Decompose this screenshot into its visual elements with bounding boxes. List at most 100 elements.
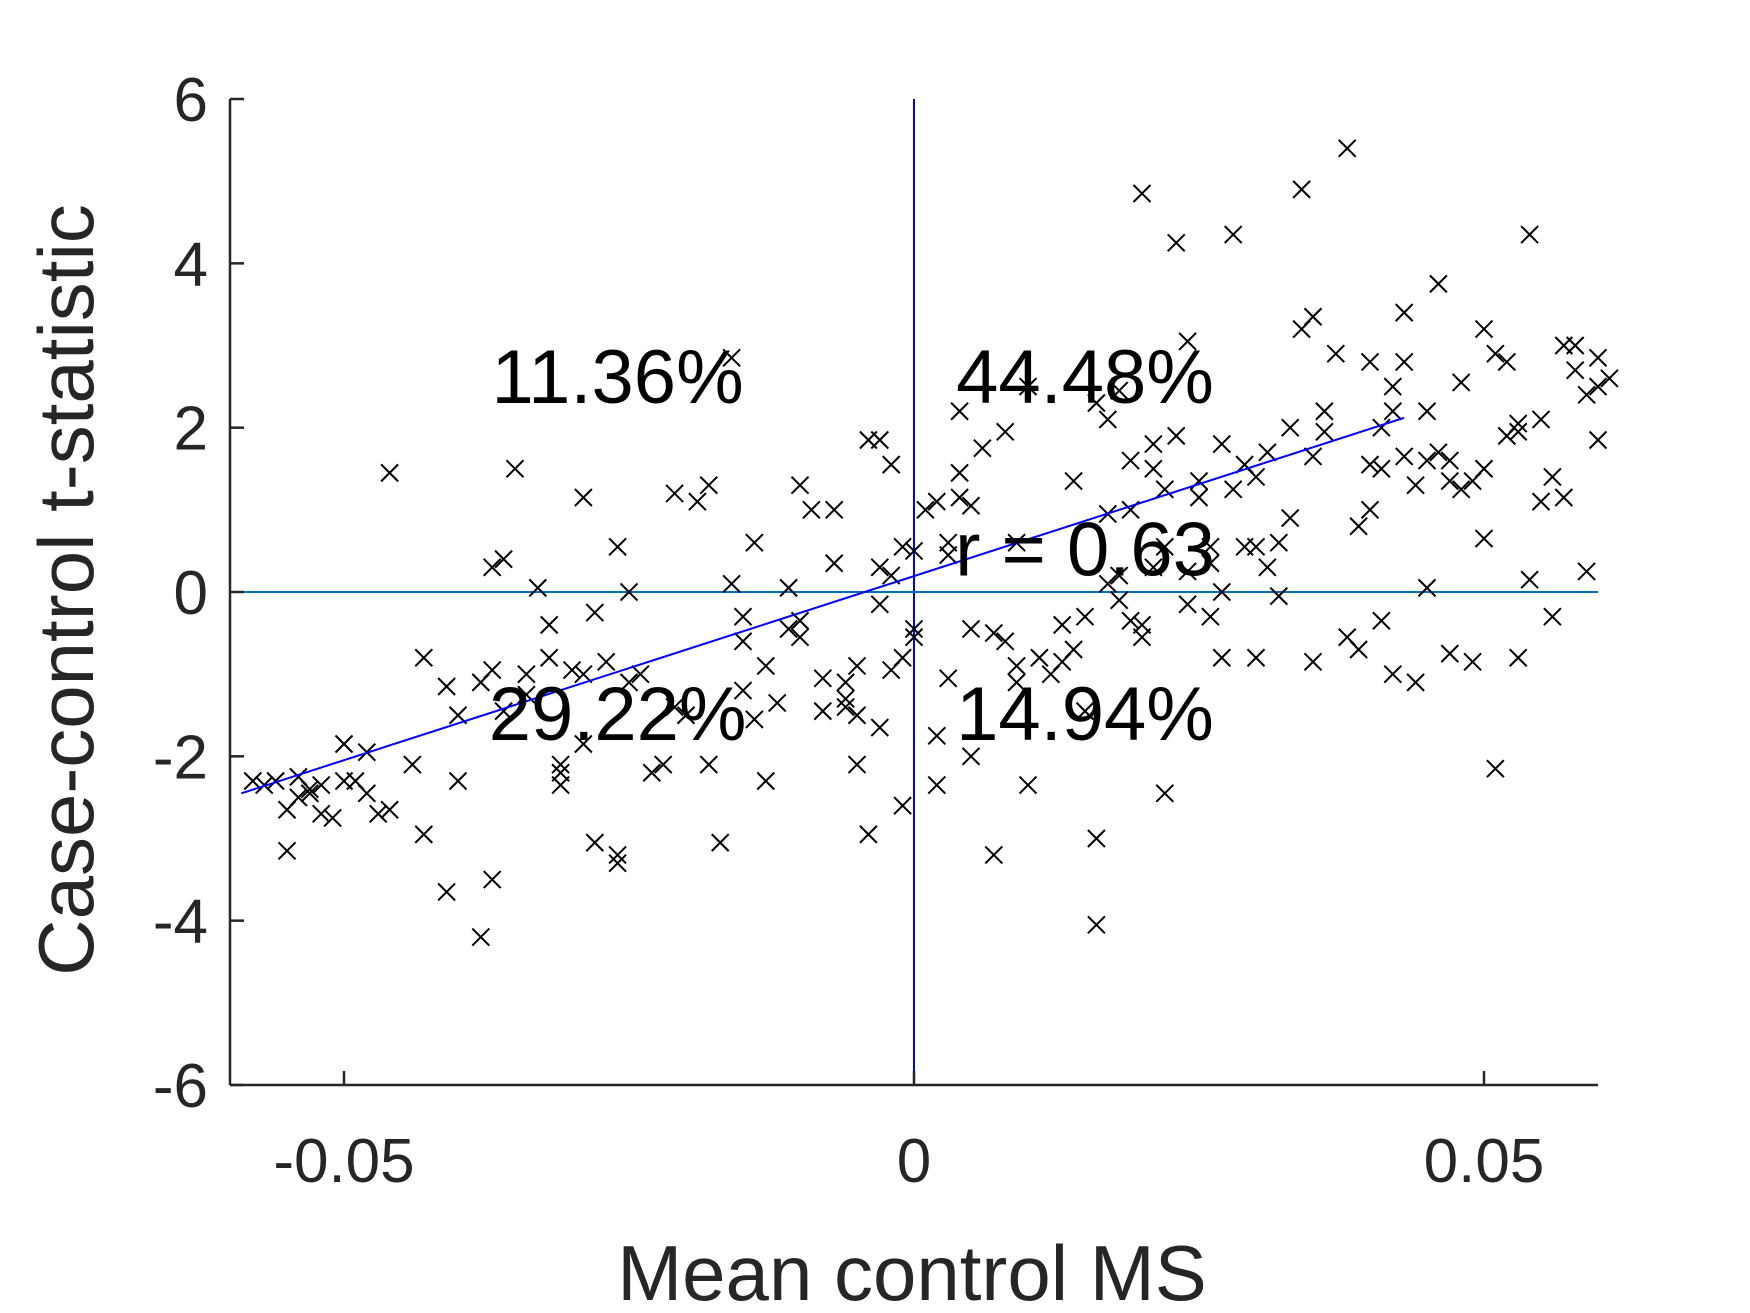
data-point bbox=[1064, 471, 1083, 491]
data-point bbox=[733, 607, 753, 626]
data-point bbox=[1315, 402, 1334, 421]
data-point bbox=[1155, 480, 1175, 499]
data-point bbox=[881, 455, 901, 474]
data-point bbox=[1600, 369, 1619, 388]
data-point bbox=[289, 788, 308, 807]
data-point bbox=[403, 755, 422, 774]
data-point bbox=[1383, 377, 1403, 396]
data-point bbox=[870, 595, 890, 614]
data-point bbox=[1109, 566, 1129, 585]
data-point bbox=[995, 632, 1015, 651]
data-point bbox=[562, 660, 582, 680]
data-point bbox=[596, 652, 616, 672]
data-point bbox=[779, 578, 798, 598]
data-point bbox=[836, 673, 855, 692]
y-tick-label: -4 bbox=[153, 888, 208, 957]
data-point bbox=[1508, 414, 1528, 433]
data-point bbox=[528, 578, 548, 598]
data-point bbox=[710, 833, 730, 852]
data-point bbox=[1417, 451, 1437, 470]
data-point bbox=[756, 771, 776, 791]
y-tick-label: -2 bbox=[153, 723, 208, 792]
data-point bbox=[1064, 640, 1083, 659]
fit-line-group bbox=[241, 416, 1405, 795]
x-axis-title: Mean control MS bbox=[617, 1229, 1207, 1313]
data-point bbox=[893, 537, 912, 557]
data-point bbox=[722, 348, 741, 368]
annotation-label: 14.94% bbox=[956, 672, 1214, 757]
y-tick-label: 6 bbox=[174, 66, 208, 135]
data-point bbox=[1144, 459, 1163, 478]
data-point bbox=[927, 726, 947, 745]
data-point bbox=[699, 755, 719, 774]
data-point bbox=[1178, 595, 1197, 614]
data-point bbox=[1543, 607, 1562, 626]
data-point bbox=[756, 656, 776, 676]
data-point bbox=[311, 804, 331, 824]
data-point bbox=[790, 627, 810, 647]
data-point bbox=[1109, 591, 1129, 610]
data-point bbox=[494, 549, 513, 569]
data-point bbox=[1201, 607, 1220, 626]
y-tick-label: -6 bbox=[153, 1052, 208, 1121]
data-point bbox=[437, 882, 456, 902]
data-point bbox=[1372, 611, 1391, 630]
data-point bbox=[699, 475, 719, 495]
data-point bbox=[1246, 537, 1266, 557]
data-point bbox=[653, 755, 673, 774]
data-point bbox=[870, 718, 890, 737]
data-point bbox=[1075, 701, 1095, 721]
data-point bbox=[859, 825, 878, 844]
data-point bbox=[1109, 381, 1129, 400]
data-point bbox=[631, 664, 650, 684]
data-point bbox=[745, 710, 764, 729]
data-point bbox=[1052, 615, 1072, 635]
data-point bbox=[437, 677, 456, 696]
data-point bbox=[380, 800, 399, 819]
data-point bbox=[551, 755, 570, 774]
data-point bbox=[813, 669, 833, 688]
data-point bbox=[961, 619, 981, 639]
data-point bbox=[1531, 492, 1551, 511]
data-points bbox=[243, 139, 1619, 947]
data-point bbox=[836, 689, 855, 709]
data-point bbox=[1463, 652, 1482, 672]
data-point bbox=[1394, 447, 1414, 466]
data-point bbox=[893, 796, 912, 815]
data-point bbox=[300, 784, 320, 803]
data-point bbox=[1007, 673, 1026, 692]
data-point bbox=[1429, 443, 1448, 462]
data-point bbox=[813, 701, 833, 721]
data-point bbox=[1166, 426, 1186, 446]
axes: -6 -4 -2 0 2 4 6 -0.05 0 0.05 bbox=[153, 66, 1598, 1196]
data-point bbox=[1189, 488, 1209, 507]
data-point bbox=[1474, 319, 1494, 339]
data-point bbox=[1098, 574, 1118, 593]
data-point bbox=[676, 706, 696, 725]
data-point bbox=[1223, 225, 1243, 244]
data-point bbox=[665, 484, 684, 503]
data-point bbox=[1565, 336, 1585, 355]
data-point bbox=[1144, 558, 1163, 577]
data-point bbox=[1292, 180, 1311, 199]
data-point bbox=[1531, 410, 1551, 429]
data-point bbox=[950, 402, 969, 421]
data-point bbox=[642, 763, 662, 782]
data-point bbox=[767, 693, 787, 713]
data-point bbox=[608, 853, 627, 873]
data-point bbox=[1360, 352, 1380, 372]
data-point bbox=[1212, 582, 1232, 602]
data-point bbox=[847, 656, 867, 676]
x-tick-label: 0 bbox=[897, 1127, 931, 1196]
data-point bbox=[1246, 467, 1266, 487]
data-point bbox=[574, 734, 593, 754]
data-point bbox=[1520, 570, 1539, 589]
data-point bbox=[802, 500, 821, 520]
data-point bbox=[517, 664, 536, 684]
data-point bbox=[1508, 648, 1528, 667]
data-point bbox=[870, 558, 890, 577]
data-point bbox=[984, 845, 1004, 865]
y-tick-label: 2 bbox=[174, 395, 208, 464]
data-point bbox=[904, 627, 924, 647]
